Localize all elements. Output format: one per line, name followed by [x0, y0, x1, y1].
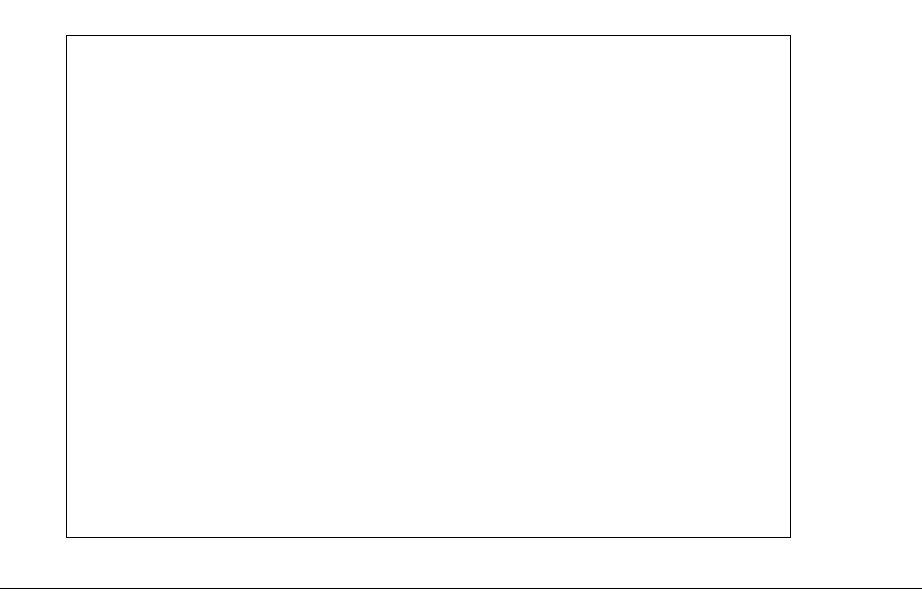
x-mode-colorbar	[870, 57, 897, 520]
footer-divider	[0, 588, 922, 589]
o-mode-colorbar	[806, 57, 833, 520]
plot-area	[66, 35, 791, 538]
ionogram-heatmap[interactable]	[67, 36, 790, 537]
